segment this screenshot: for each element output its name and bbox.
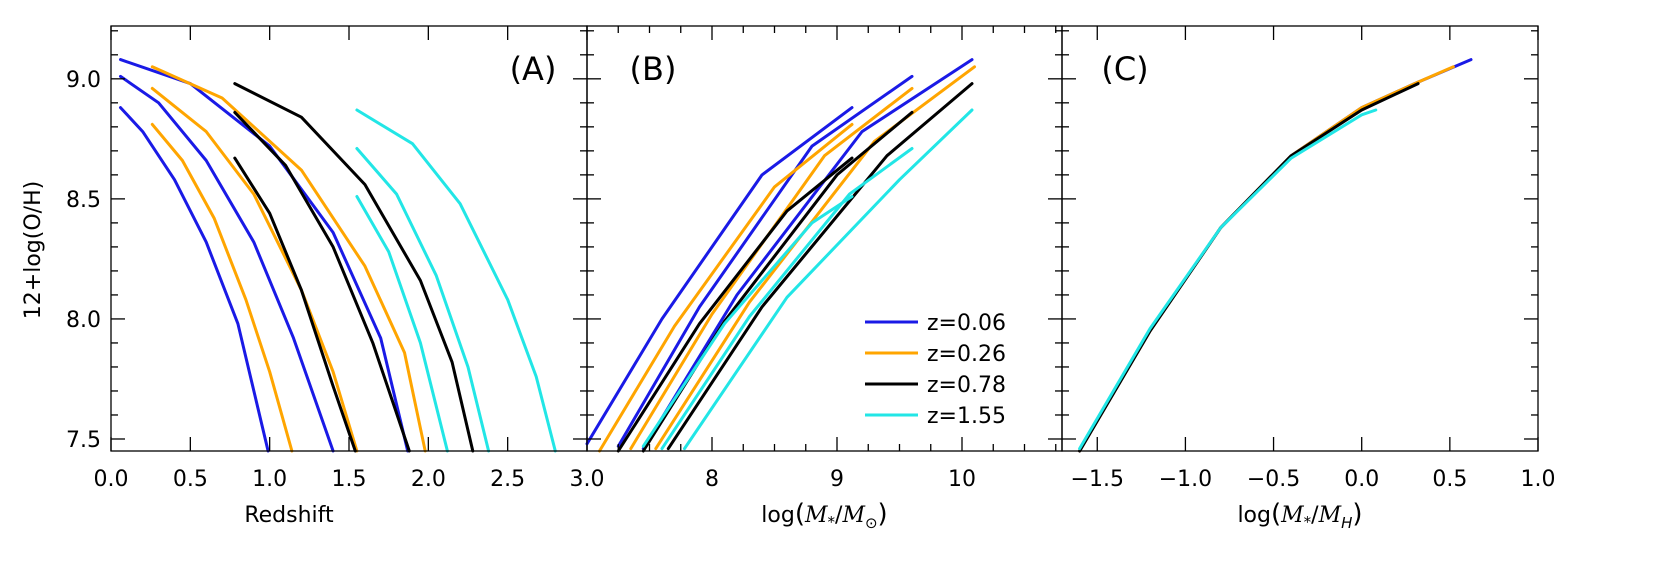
x-axis-title: Redshift (244, 503, 334, 528)
panel-tag: (A) (510, 50, 557, 88)
x-tick-label: 1.0 (1521, 467, 1556, 492)
y-tick-label: 8.5 (66, 188, 101, 213)
x-tick-label: 2.5 (490, 467, 525, 492)
series-line-black (233, 82, 475, 453)
y-tick-label: 8.0 (66, 308, 101, 333)
panel-c: −1.5 −1.0 −0.5 0.0 0.5 1.0 (C) log(M*/MH) (1061, 25, 1556, 532)
series-line-blue (1078, 58, 1473, 453)
legend-label: z=0.78 (927, 373, 1006, 398)
series-line-blue (641, 58, 974, 451)
x-tick-label: 0.5 (1432, 467, 1467, 492)
y-tick-label: 9.0 (66, 68, 101, 93)
panel-tag: (B) (630, 50, 677, 88)
x-tick-label: −0.5 (1247, 467, 1300, 492)
legend: z=0.06 z=0.26 z=0.78 z=1.55 (865, 311, 1006, 429)
panel-tag: (C) (1101, 50, 1148, 88)
series-line-cyan (355, 108, 557, 453)
x-tick-label: 0.0 (94, 467, 129, 492)
panel-a: 0.0 0.5 1.0 1.5 2.0 2.5 3.0 7.5 8.0 8.5 9.0 (A) Reds… (66, 25, 605, 528)
series-line-orange (150, 122, 294, 453)
plot-frame (110, 25, 588, 452)
series-line-blue (119, 74, 335, 453)
x-tick-label: 2.0 (411, 467, 446, 492)
series-line-orange (598, 122, 854, 453)
x-tick-label: 3.0 (570, 467, 605, 492)
x-tick-label: 1.5 (332, 467, 367, 492)
x-axis-title: log(M*/M⊙) (761, 499, 887, 532)
series-line-black (1078, 82, 1420, 453)
y-axis-title: 12+log(O/H) (21, 181, 46, 319)
x-tick-label: 9 (830, 467, 844, 492)
series-line-blue (119, 106, 270, 453)
legend-label: z=0.26 (927, 342, 1006, 367)
legend-label: z=0.06 (927, 311, 1006, 336)
x-axis-title: log(M*/MH) (1237, 499, 1362, 532)
panel-b: 8 9 10 (B) log(M*/M⊙) (585, 25, 1063, 532)
series-line-cyan (641, 195, 854, 448)
series-line-cyan (1078, 108, 1378, 451)
series-line-blue (585, 106, 854, 446)
panels: 0.0 0.5 1.0 1.5 2.0 2.5 3.0 7.5 8.0 8.5 9.0 (A) Reds… (66, 25, 1556, 532)
x-tick-label: 0.5 (173, 467, 208, 492)
series-line-blue (119, 58, 410, 453)
series-line-black (233, 110, 411, 453)
series-line-cyan (355, 147, 491, 453)
series-line-cyan (660, 147, 914, 451)
series-line-orange (150, 65, 427, 453)
series-line-cyan (683, 108, 974, 451)
x-tick-label: 10 (948, 467, 976, 492)
x-tick-label: 1.0 (252, 467, 287, 492)
series-line-orange (1078, 65, 1455, 453)
plot-frame (1061, 25, 1539, 452)
x-tick-label: 0.0 (1344, 467, 1379, 492)
x-tick-label: 8 (705, 467, 719, 492)
series-line-blue (616, 74, 914, 448)
x-tick-label: −1.5 (1071, 467, 1124, 492)
series-line-cyan (355, 195, 449, 453)
legend-label: z=1.55 (927, 404, 1006, 429)
series-line-black (666, 82, 974, 451)
x-tick-label: −1.0 (1159, 467, 1212, 492)
series-line-orange (150, 86, 359, 453)
series-line-black (616, 156, 854, 453)
series-line-black (233, 156, 357, 453)
y-tick-label: 7.5 (66, 428, 101, 453)
